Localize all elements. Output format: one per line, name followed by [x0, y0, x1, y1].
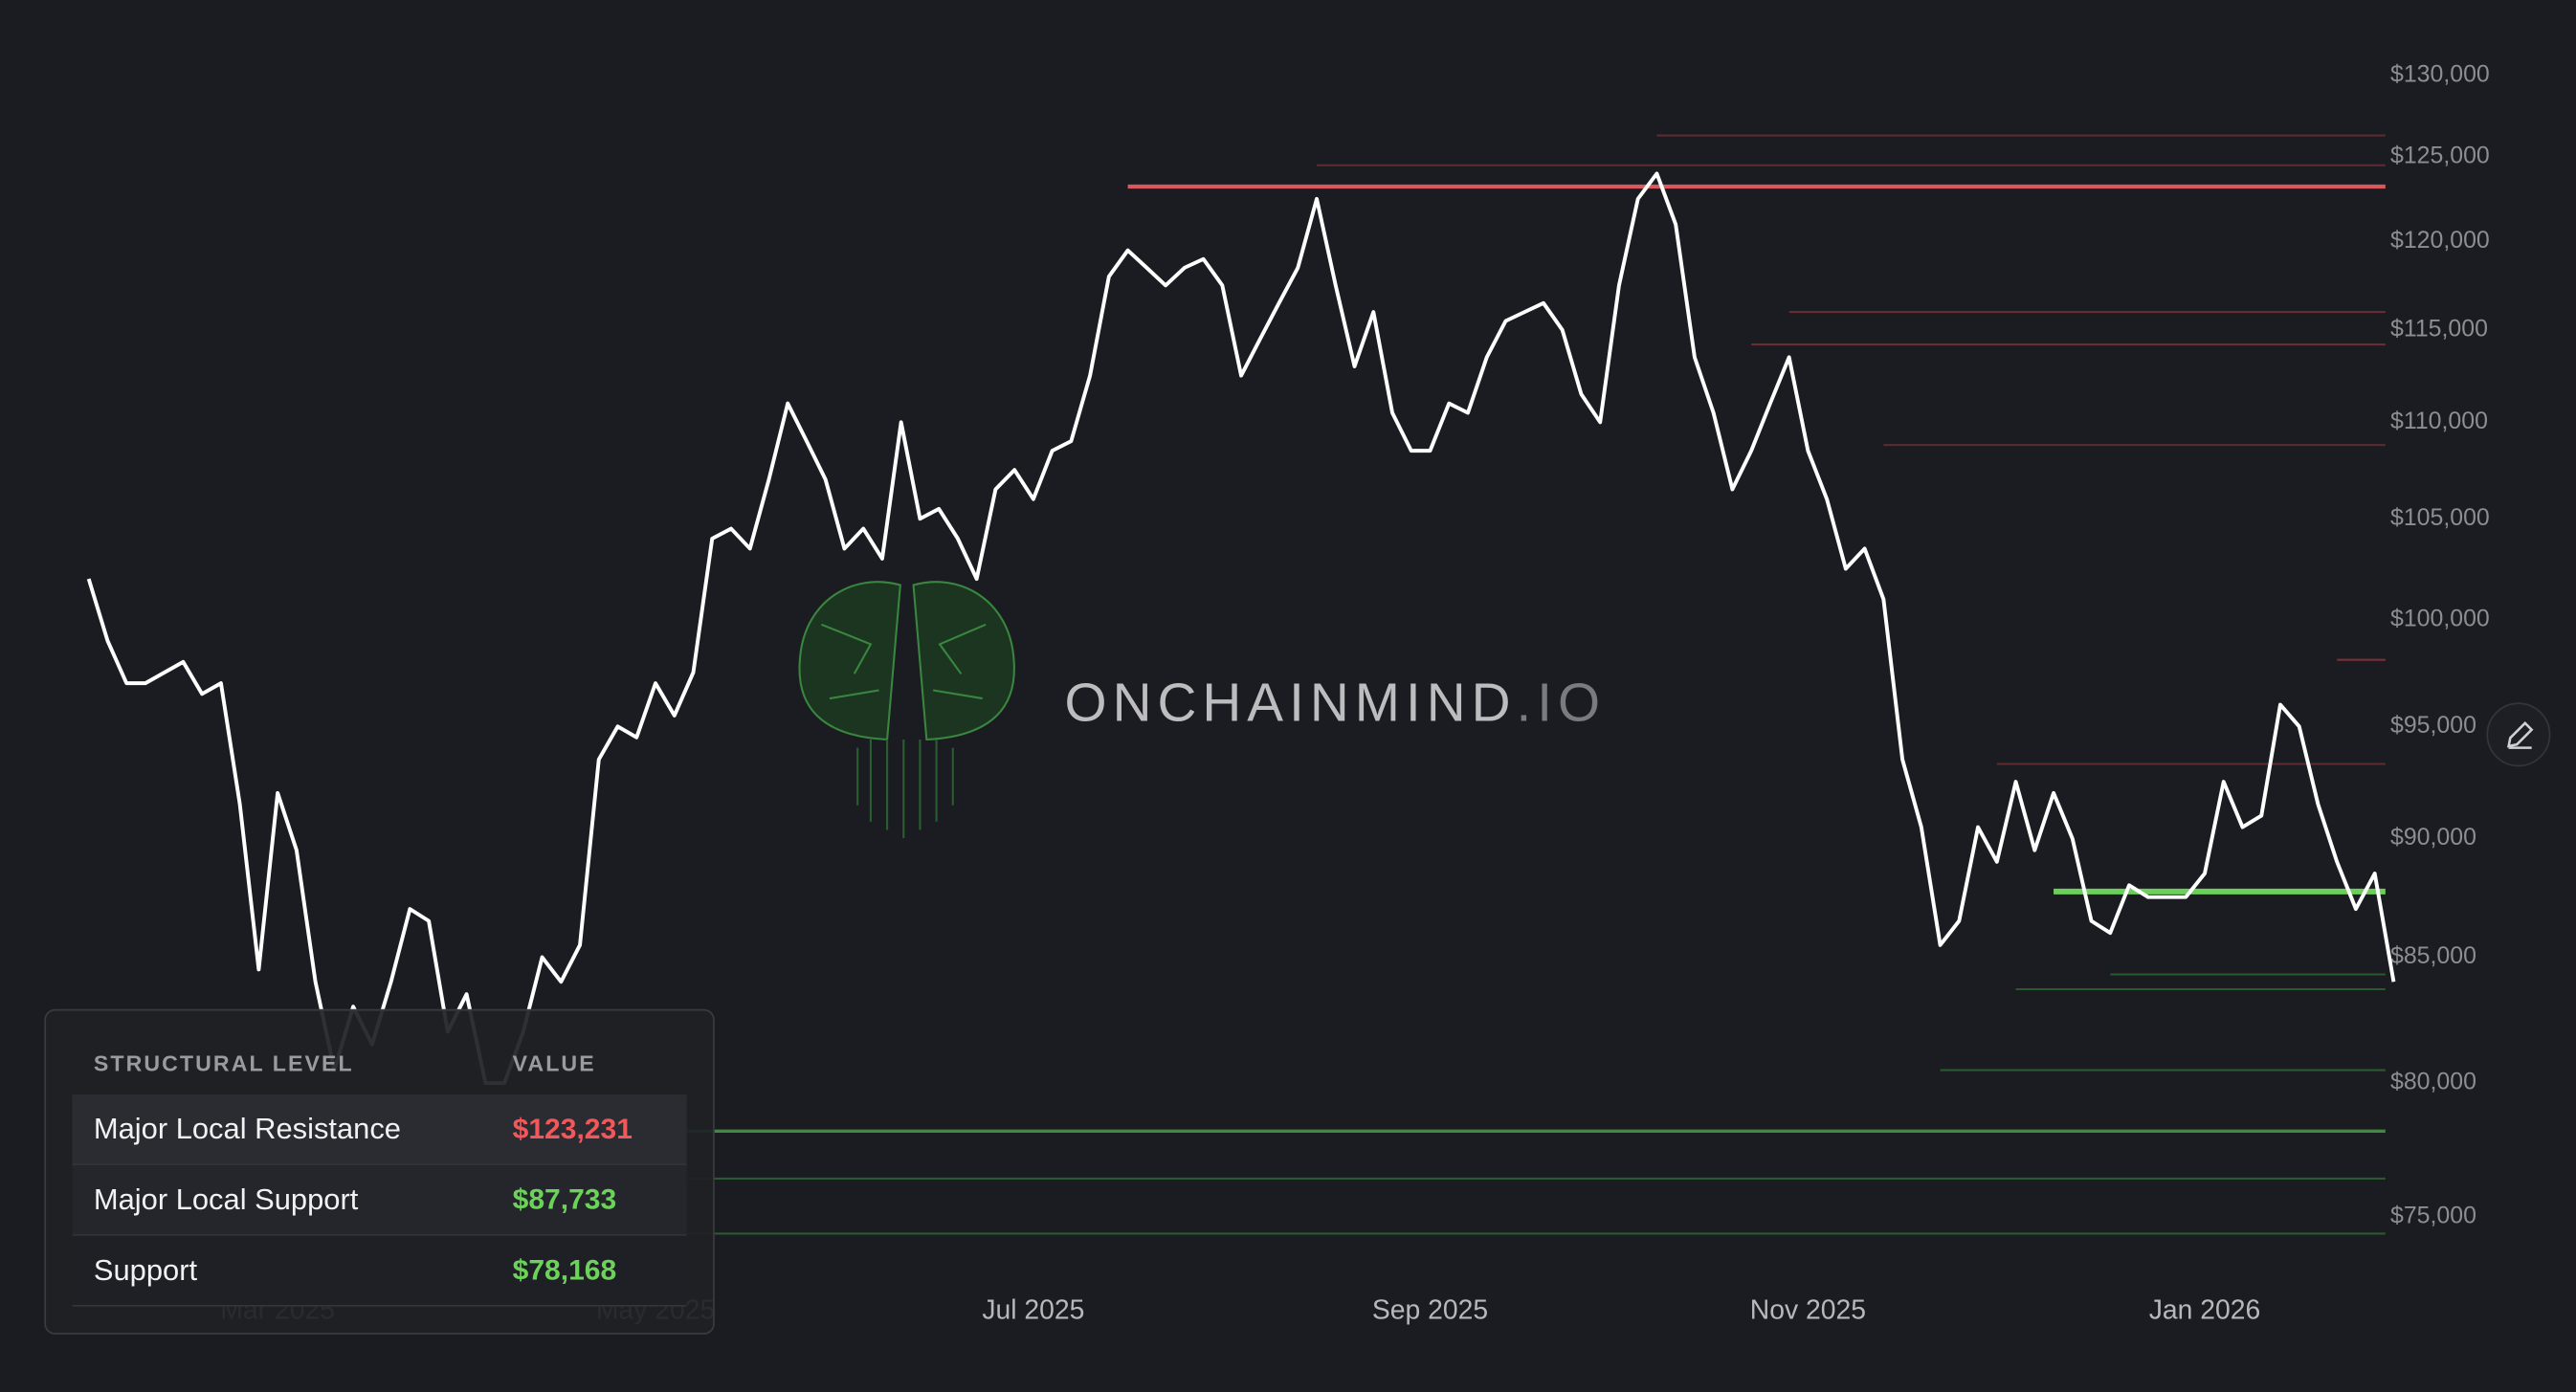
y-tick-label: $85,000: [2390, 942, 2476, 969]
table-row: [72, 1235, 687, 1305]
row-label: Support: [94, 1253, 198, 1287]
x-tick-label: Jan 2026: [2149, 1294, 2261, 1325]
table-row: [72, 1094, 687, 1164]
x-tick-label: Sep 2025: [1372, 1294, 1488, 1325]
y-tick-label: $90,000: [2390, 824, 2476, 851]
y-tick-label: $75,000: [2390, 1203, 2476, 1229]
edit-button-bg[interactable]: [2486, 702, 2551, 767]
y-tick-label: $120,000: [2390, 227, 2490, 254]
edit-icon[interactable]: [2506, 721, 2534, 749]
y-tick-label: $110,000: [2390, 408, 2488, 434]
brain-icon: [798, 581, 1015, 839]
row-value: $87,733: [513, 1184, 617, 1216]
watermark-text: ONCHAINMIND.IO: [1065, 674, 1607, 734]
y-tick-label: $80,000: [2390, 1069, 2476, 1095]
table-header: VALUE: [513, 1050, 596, 1075]
y-tick-label: $100,000: [2390, 606, 2490, 632]
y-tick-label: $95,000: [2390, 712, 2476, 739]
edit-button[interactable]: [2486, 702, 2551, 767]
row-value: $123,231: [513, 1114, 633, 1145]
watermark-suffix: .IO: [1517, 674, 1607, 734]
row-label: Major Local Support: [94, 1182, 359, 1216]
y-tick-label: $130,000: [2390, 61, 2490, 88]
y-tick-label: $125,000: [2390, 143, 2490, 169]
levels-table: STRUCTURAL LEVEL VALUE Major Local Resista…: [44, 1008, 715, 1335]
watermark-name: ONCHAINMIND: [1065, 674, 1517, 734]
table-row: [72, 1164, 687, 1235]
y-tick-label: $115,000: [2390, 315, 2488, 342]
x-tick-label: Jul 2025: [982, 1294, 1084, 1325]
x-tick-label: Nov 2025: [1750, 1294, 1866, 1325]
watermark: ONCHAINMIND.IO: [798, 581, 1607, 839]
y-tick-label: $105,000: [2390, 504, 2490, 531]
table-header: STRUCTURAL LEVEL: [94, 1050, 354, 1075]
row-value: $78,168: [513, 1255, 617, 1287]
row-label: Major Local Resistance: [94, 1112, 401, 1145]
